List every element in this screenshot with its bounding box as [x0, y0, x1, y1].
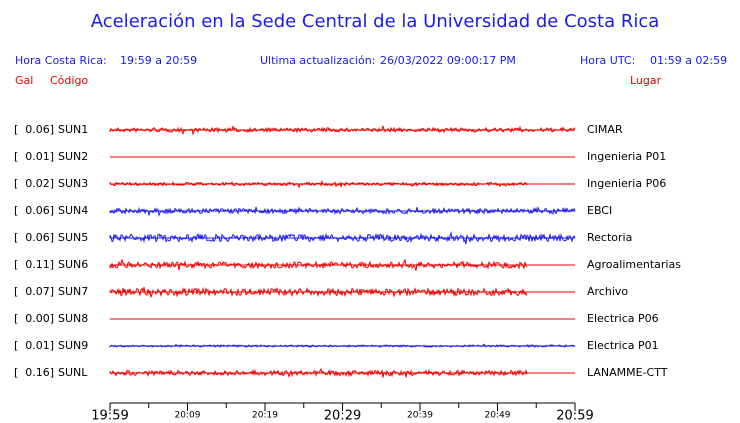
time-label: 20:29	[324, 409, 361, 423]
station-code: SUNL	[58, 366, 88, 379]
time-label: 19:59	[91, 409, 128, 423]
page-title: Aceleración en la Sede Central de la Uni…	[91, 11, 660, 32]
station-place: Archivo	[587, 285, 628, 298]
trace	[109, 286, 528, 298]
update-label: Ultima actualización:	[260, 54, 375, 67]
trace	[109, 230, 576, 245]
station-place: LANAMME-CTT	[587, 366, 668, 379]
station-place: Agroalimentarias	[587, 258, 681, 271]
station-place: Electrica P06	[587, 312, 659, 325]
gal-header: Gal	[15, 74, 33, 87]
station-code: SUN6	[58, 258, 88, 271]
station-code: SUN7	[58, 285, 88, 298]
station-code: SUN8	[58, 312, 88, 325]
gal-value: [ 0.06]	[14, 204, 54, 217]
trace	[109, 259, 528, 271]
time-label: 20:19	[252, 411, 278, 421]
update-value: 26/03/2022 09:00:17 PM	[380, 54, 516, 67]
station-place: EBCI	[587, 204, 612, 217]
station-place: Ingenieria P01	[587, 150, 666, 163]
time-label: 20:39	[407, 411, 433, 421]
station-code: SUN5	[58, 231, 88, 244]
trace	[109, 206, 576, 218]
gal-value: [ 0.06]	[14, 123, 54, 136]
station-code: SUN1	[58, 123, 88, 136]
trace	[109, 124, 576, 136]
gal-value: [ 0.02]	[14, 177, 54, 190]
trace	[109, 343, 576, 349]
code-header: Código	[50, 74, 88, 87]
gal-value: [ 0.01]	[14, 150, 54, 163]
gal-value: [ 0.06]	[14, 231, 54, 244]
station-place: Ingenieria P06	[587, 177, 666, 190]
gal-value: [ 0.07]	[14, 285, 54, 298]
station-place: Electrica P01	[587, 339, 659, 352]
local-label: Hora Costa Rica:	[15, 54, 107, 67]
trace	[109, 179, 528, 189]
utc-range: 01:59 a 02:59	[650, 54, 727, 67]
station-code: SUN3	[58, 177, 88, 190]
place-header: Lugar	[630, 74, 662, 87]
time-label: 20:09	[175, 411, 201, 421]
gal-value: [ 0.11]	[14, 258, 54, 271]
station-code: SUN4	[58, 204, 88, 217]
gal-value: [ 0.00]	[14, 312, 54, 325]
station-place: CIMAR	[587, 123, 623, 136]
gal-value: [ 0.16]	[14, 366, 54, 379]
station-code: SUN9	[58, 339, 88, 352]
trace	[109, 367, 528, 378]
gal-value: [ 0.01]	[14, 339, 54, 352]
station-place: Rectoria	[587, 231, 632, 244]
station-code: SUN2	[58, 150, 88, 163]
local-range: 19:59 a 20:59	[120, 54, 197, 67]
time-label: 20:49	[485, 411, 511, 421]
time-label: 20:59	[556, 409, 593, 423]
utc-label: Hora UTC:	[580, 54, 635, 67]
